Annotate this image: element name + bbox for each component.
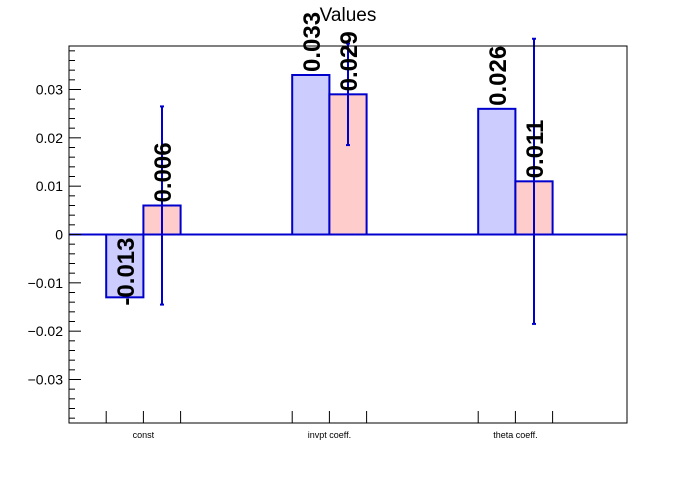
value-label-s1-1: -0.013 [113,238,140,306]
value-label-s2-2: 0.029 [336,31,363,91]
y-tick-label-3: −0.01 [28,275,64,291]
value-label-s1-2: 0.033 [299,12,326,72]
y-tick-label-4: 0 [55,227,63,243]
y-tick-label-1: −0.03 [28,372,64,388]
y-tick-label-7: 0.03 [36,82,63,98]
category-label-1: const [133,430,155,440]
category-label-2: invpt coeff. [308,430,351,440]
y-tick-label-6: 0.02 [36,130,63,146]
value-label-s2-1: 0.006 [150,142,177,202]
bar-s1-3 [477,107,517,236]
value-label-s1-3: 0.026 [485,46,512,106]
y-tick-label-5: 0.01 [36,178,63,194]
category-label-3: theta coeff. [493,430,537,440]
value-label-s2-3: 0.011 [522,120,549,179]
y-tick-label-2: −0.02 [28,323,64,339]
bar-s1-2 [291,74,331,236]
chart-title: Values [319,5,377,26]
bar-s1-1 [105,233,145,299]
